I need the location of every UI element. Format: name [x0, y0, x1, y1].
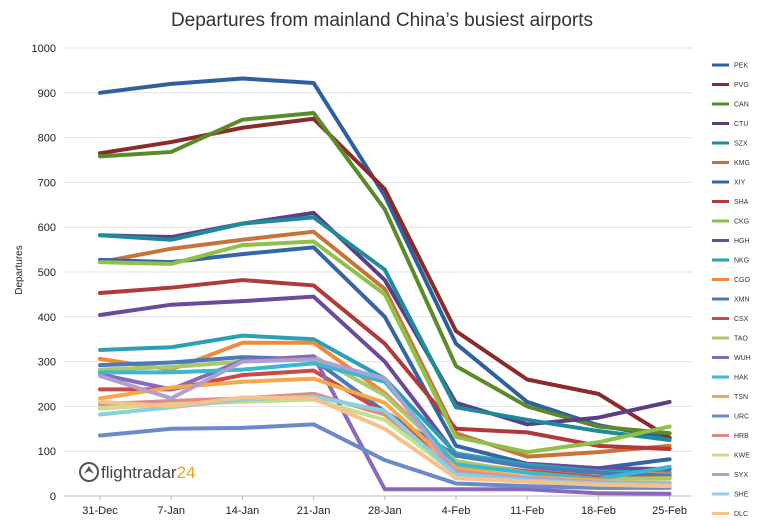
legend-label-szx: SZX: [734, 141, 748, 148]
y-axis-label: Departures: [14, 245, 25, 294]
legend-label-hak: HAK: [734, 375, 749, 382]
series-lines: [98, 76, 672, 496]
legend-label-pvg: PVG: [734, 82, 749, 89]
x-tick-label: 4-Feb: [442, 505, 471, 517]
series-line-pek: [98, 76, 672, 440]
y-tick-label: 900: [38, 88, 56, 100]
x-tick-label: 14-Jan: [226, 505, 260, 517]
legend-label-cgo: CGO: [734, 277, 751, 284]
legend-label-hgh: HGH: [734, 238, 750, 245]
legend-label-urc: URC: [734, 414, 749, 421]
y-tick-label: 200: [38, 401, 56, 413]
y-tick-label: 1000: [32, 43, 56, 55]
series-line-sha: [98, 278, 672, 451]
chart-title: Departures from mainland China’s busiest…: [171, 10, 593, 31]
series-line-urc: [98, 422, 672, 490]
legend-label-tao: TAO: [734, 336, 748, 343]
legend-label-dlc: DLC: [734, 511, 748, 518]
x-tick-label: 21-Jan: [297, 505, 331, 517]
series-line-kmg: [98, 229, 672, 459]
plane-icon: [84, 466, 94, 474]
legend-label-pek: PEK: [734, 63, 748, 70]
y-tick-label: 400: [38, 312, 56, 324]
legend-label-kmg: KMG: [734, 160, 750, 167]
x-tick-label: 28-Jan: [368, 505, 402, 517]
y-tick-label: 700: [38, 177, 56, 189]
series-line-ckg: [98, 239, 672, 455]
x-axis-ticks: 31-Dec 7-Jan 14-Jan 21-Jan 28-Jan 4-Feb 11-Feb…: [82, 496, 687, 517]
y-tick-label: 500: [38, 267, 56, 279]
radar-icon: [79, 462, 99, 482]
legend-label-ckg: CKG: [734, 219, 749, 226]
x-tick-label: 31-Dec: [82, 505, 118, 517]
legend-label-can: CAN: [734, 102, 749, 109]
legend-label-csx: CSX: [734, 316, 749, 323]
legend-label-xiy: XIY: [734, 180, 746, 187]
y-axis-ticks: 0 100 200 300 400 500 600 700 800 900 1000: [32, 43, 56, 503]
series-line-dlc: [98, 395, 672, 489]
series-line-pvg: [98, 116, 672, 440]
x-tick-label: 18-Feb: [581, 505, 616, 517]
legend-label-syx: SYX: [734, 472, 748, 479]
legend-label-hrb: HRB: [734, 433, 749, 440]
flightradar24-logo: flightradar24: [79, 462, 196, 482]
legend: PEK PVG CAN CTU SZX KMG XIY SHA CKG HGH NKG CGO XMN C…: [712, 63, 751, 518]
legend-label-nkg: NKG: [734, 258, 749, 265]
y-tick-label: 600: [38, 222, 56, 234]
legend-label-wuh: WUH: [734, 355, 751, 362]
series-line-szx: [98, 215, 672, 442]
series-line-wuh: [98, 354, 672, 496]
legend-label-tsn: TSN: [734, 394, 748, 401]
series-line-hgh: [98, 294, 672, 472]
legend-label-sha: SHA: [734, 199, 749, 206]
x-tick-label: 11-Feb: [510, 505, 544, 517]
x-tick-label: 7-Jan: [157, 505, 185, 517]
y-tick-label: 300: [38, 357, 56, 369]
y-tick-label: 100: [38, 446, 56, 458]
legend-label-xmn: XMN: [734, 297, 750, 304]
legend-label-ctu: CTU: [734, 121, 748, 128]
y-tick-label: 0: [50, 491, 56, 503]
y-tick-label: 800: [38, 133, 56, 145]
x-tick-label: 25-Feb: [652, 505, 687, 517]
legend-label-she: SHE: [734, 492, 749, 499]
logo-text: flightradar24: [101, 463, 196, 482]
legend-label-kwe: KWE: [734, 453, 750, 460]
